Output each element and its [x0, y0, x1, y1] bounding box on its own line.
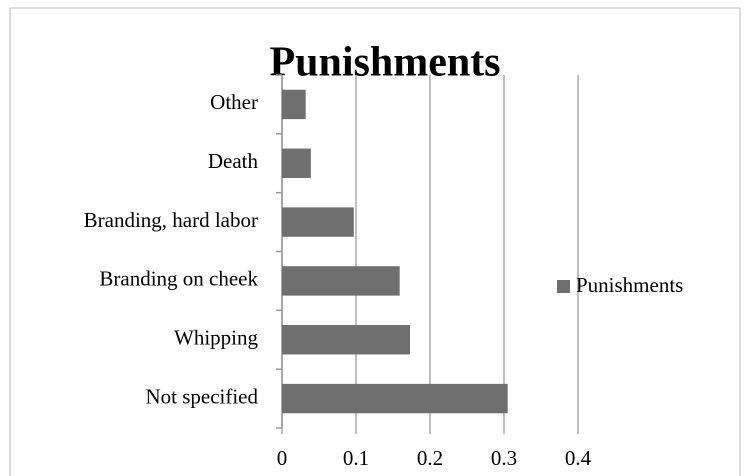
x-tick-label: 0.2 [417, 446, 443, 470]
y-tick-label: Branding, hard labor [84, 208, 258, 232]
x-tick-label: 0.3 [491, 446, 517, 470]
bar [282, 89, 306, 120]
x-tick-label: 0.4 [565, 446, 592, 470]
bar [282, 266, 400, 296]
legend-swatch [557, 280, 570, 293]
y-tick-label: Branding on cheek [99, 267, 258, 291]
y-tick-label: Whipping [174, 326, 258, 350]
bar [282, 148, 311, 178]
legend-label: Punishments [576, 273, 683, 297]
chart-title: Punishments [269, 40, 500, 86]
y-tick-label: Other [210, 90, 258, 114]
bar [282, 207, 354, 237]
y-tick-label: Not specified [145, 384, 258, 408]
bar [282, 383, 508, 414]
bar [282, 325, 411, 355]
x-tick-label: 0 [277, 446, 288, 470]
x-tick-label: 0.1 [343, 446, 369, 470]
y-tick-label: Death [208, 149, 259, 173]
